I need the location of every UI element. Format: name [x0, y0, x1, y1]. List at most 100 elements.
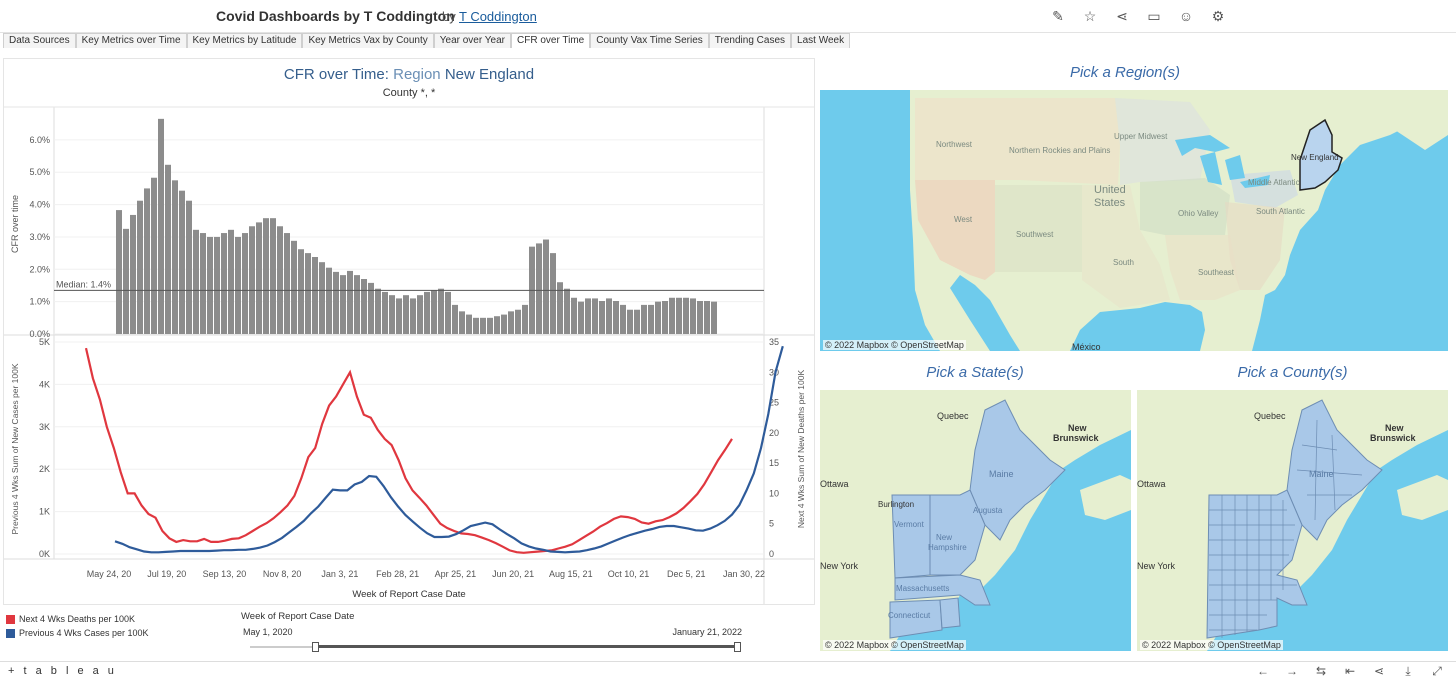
share-icon[interactable]: ⋖	[1116, 8, 1128, 24]
account-icon[interactable]: ☺	[1178, 8, 1194, 24]
state-map-svg[interactable]	[820, 390, 1131, 651]
slider-range[interactable]	[315, 645, 737, 648]
line-ytick-right-label: 0	[769, 549, 774, 559]
cfr-bar	[221, 233, 227, 334]
region-map[interactable]: Northwest Northern Rockies and Plains Up…	[820, 90, 1448, 351]
filter-start-date[interactable]: May 1, 2020	[243, 627, 293, 637]
slider-end-handle[interactable]	[734, 642, 741, 652]
legend-item-deaths[interactable]: Next 4 Wks Deaths per 100K	[6, 612, 149, 626]
line-ytick-right-label: 30	[769, 367, 779, 377]
legend-label-deaths: Next 4 Wks Deaths per 100K	[19, 614, 136, 624]
cfr-bar	[186, 200, 192, 334]
cfr-bar	[116, 210, 122, 334]
cfr-bar	[564, 288, 570, 334]
cfr-bar	[431, 290, 437, 334]
edit-icon[interactable]: ✎	[1052, 8, 1064, 24]
cfr-bar	[676, 297, 682, 334]
chart-title: CFR over Time: Region New England	[4, 66, 814, 83]
cfr-bar	[291, 240, 297, 334]
label-augusta: Augusta	[973, 506, 1003, 515]
label-south-atlantic: South Atlantic	[1256, 207, 1305, 216]
land-nova-scotia	[1080, 475, 1131, 520]
label-ottawa: Ottawa	[820, 479, 849, 489]
region-map-svg[interactable]	[820, 90, 1448, 351]
date-range-filter: Week of Report Case Date May 1, 2020 Jan…	[240, 611, 750, 656]
region-map-attribution[interactable]: © 2022 Mapbox © OpenStreetMap	[823, 340, 966, 350]
cfr-bar	[550, 253, 556, 334]
tab-key-metrics-over-time[interactable]: Key Metrics over Time	[75, 33, 187, 48]
cfr-bar	[319, 262, 325, 334]
cfr-bar	[648, 304, 654, 334]
star-icon[interactable]: ☆	[1083, 8, 1097, 24]
cfr-bar	[172, 180, 178, 334]
line-ytick-right-label: 35	[769, 337, 779, 347]
cfr-bar	[445, 291, 451, 334]
region-ohio-valley	[1140, 178, 1230, 235]
app-header: Covid Dashboards by T Coddington by T Co…	[0, 0, 1456, 33]
share-icon[interactable]: ⋖	[1373, 664, 1385, 678]
label-mexico: México	[1072, 342, 1101, 351]
label-new-york: New York	[820, 561, 859, 571]
tableau-logo[interactable]: + t a b l e a u	[8, 665, 117, 677]
tab-data-sources[interactable]: Data Sources	[3, 33, 76, 48]
county-map-svg[interactable]	[1137, 390, 1448, 651]
filter-label: Week of Report Case Date	[241, 611, 355, 622]
cfr-bar	[599, 301, 605, 334]
line-ytick-right-label: 10	[769, 488, 779, 498]
fullscreen-icon[interactable]: ⤢	[1432, 664, 1442, 678]
tab-year-over-year[interactable]: Year over Year	[433, 33, 512, 48]
cfr-bar	[361, 279, 367, 334]
legend-item-cases[interactable]: Previous 4 Wks Cases per 100K	[6, 626, 149, 640]
x-axis-title: Week of Report Case Date	[352, 589, 465, 600]
cfr-bar	[200, 233, 206, 334]
x-tick-label: Feb 28, 21	[376, 569, 419, 579]
tab-key-metrics-vax-by-county[interactable]: Key Metrics Vax by County	[302, 33, 434, 48]
download-icon[interactable]: ⤓	[1405, 664, 1411, 678]
cfr-bar	[417, 295, 423, 334]
label-maine: Maine	[989, 469, 1014, 479]
state-connecticut	[889, 599, 943, 639]
cfr-bar	[158, 118, 164, 334]
undo-icon[interactable]: ←	[1257, 664, 1269, 678]
cfr-bar	[571, 297, 577, 334]
chart-title-region-label: Region	[393, 66, 441, 83]
deaths-series-line	[84, 347, 733, 554]
cfr-bar	[424, 291, 430, 334]
line-y-left-title: Previous 4 Wks Sum of New Cases per 100K	[10, 363, 20, 534]
chart-subtitle: County *, *	[382, 87, 436, 99]
cfr-bar	[613, 301, 619, 334]
cfr-bar	[144, 188, 150, 334]
state-map-attribution[interactable]: © 2022 Mapbox © OpenStreetMap	[823, 640, 966, 650]
tab-last-week[interactable]: Last Week	[791, 33, 851, 48]
x-tick-label: Apr 25, 21	[435, 569, 477, 579]
tab-county-vax-time-series[interactable]: County Vax Time Series	[590, 33, 709, 48]
slider-start-handle[interactable]	[312, 642, 319, 652]
x-tick-label: Dec 5, 21	[667, 569, 706, 579]
revert-icon[interactable]: ⇆	[1315, 664, 1327, 678]
tab-key-metrics-by-latitude[interactable]: Key Metrics by Latitude	[186, 33, 303, 48]
comment-icon[interactable]: ▭	[1147, 8, 1161, 24]
refresh-icon[interactable]: ⇤	[1344, 664, 1356, 678]
settings-icon[interactable]: ⚙	[1211, 8, 1225, 24]
filter-end-date[interactable]: January 21, 2022	[672, 627, 742, 637]
cfr-bar	[438, 288, 444, 334]
tab-cfr-over-time[interactable]: CFR over Time	[511, 33, 591, 48]
region-southwest	[995, 185, 1082, 272]
cfr-bar	[585, 298, 591, 334]
county-map-attribution[interactable]: © 2022 Mapbox © OpenStreetMap	[1140, 640, 1283, 650]
legend-label-cases: Previous 4 Wks Cases per 100K	[19, 628, 149, 638]
cfr-bar	[375, 288, 381, 334]
author-link[interactable]: T Coddington	[459, 9, 537, 24]
line-ytick-right-label: 25	[769, 398, 779, 408]
region-northwest	[915, 98, 1020, 180]
cfr-bar	[515, 309, 521, 334]
region-rockies	[1020, 98, 1120, 185]
redo-icon[interactable]: →	[1286, 664, 1298, 678]
tab-trending-cases[interactable]: Trending Cases	[708, 33, 792, 48]
cfr-chart[interactable]: 0.0% 1.0% 2.0% 3.0% 4.0% 5.0% 6.0% CFR over tim…	[4, 59, 816, 606]
county-map[interactable]: Quebec New Brunswick Ottawa Maine New Yo…	[1137, 390, 1448, 651]
state-map[interactable]: Quebec New Brunswick Ottawa Maine August…	[820, 390, 1131, 651]
label-middle-atlantic: Middle Atlantic	[1248, 178, 1300, 187]
x-tick-label: Aug 15, 21	[549, 569, 593, 579]
cfr-bar	[263, 218, 269, 334]
